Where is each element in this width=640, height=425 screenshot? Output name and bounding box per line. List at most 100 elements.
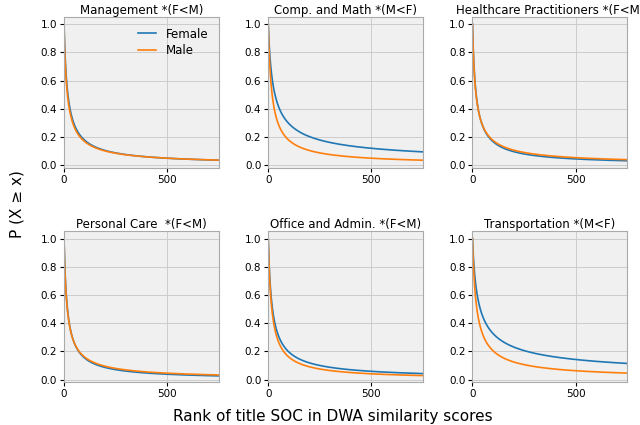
- Male: [619, 371, 627, 376]
- Female: [415, 149, 422, 154]
- Female: [415, 149, 422, 154]
- Female: [335, 142, 343, 147]
- Legend: Female, Male: Female, Male: [134, 23, 213, 62]
- Line: Female: Female: [64, 238, 219, 376]
- Male: [215, 372, 223, 377]
- Male: [468, 236, 476, 241]
- Male: [215, 158, 223, 163]
- Male: [540, 366, 547, 371]
- Female: [386, 147, 394, 153]
- Title: Office and Admin. *(F<M): Office and Admin. *(F<M): [270, 218, 421, 232]
- Female: [415, 371, 422, 376]
- Male: [591, 369, 598, 374]
- Male: [131, 153, 139, 159]
- Title: Transportation *(M<F): Transportation *(M<F): [484, 218, 616, 232]
- Line: Male: Male: [64, 24, 219, 160]
- Male: [419, 373, 427, 378]
- Male: [591, 156, 598, 161]
- Female: [60, 236, 68, 241]
- Female: [419, 371, 427, 376]
- Female: [211, 158, 218, 163]
- Male: [419, 158, 427, 163]
- Male: [619, 371, 627, 376]
- Line: Female: Female: [64, 24, 219, 160]
- Male: [540, 153, 547, 158]
- Male: [211, 157, 218, 162]
- Line: Female: Female: [268, 238, 423, 374]
- Male: [386, 156, 394, 162]
- Title: Comp. and Math *(M<F): Comp. and Math *(M<F): [274, 4, 417, 17]
- Line: Male: Male: [472, 24, 627, 160]
- Male: [68, 118, 76, 123]
- Text: P (X ≥ x): P (X ≥ x): [10, 170, 24, 238]
- Male: [211, 372, 218, 377]
- Male: [136, 154, 143, 159]
- Male: [468, 22, 476, 27]
- Female: [623, 361, 631, 366]
- Female: [340, 366, 348, 371]
- Male: [544, 366, 552, 371]
- Female: [619, 361, 627, 366]
- Female: [340, 142, 348, 147]
- Male: [544, 153, 552, 158]
- Male: [182, 156, 189, 162]
- Male: [619, 157, 627, 162]
- Female: [215, 373, 223, 378]
- Female: [415, 371, 422, 376]
- Male: [619, 157, 627, 162]
- Male: [272, 115, 280, 120]
- Male: [131, 368, 139, 374]
- Male: [60, 236, 68, 241]
- Male: [211, 372, 218, 377]
- Male: [335, 369, 343, 374]
- Title: Healthcare Practitioners *(F<M): Healthcare Practitioners *(F<M): [456, 4, 640, 17]
- Female: [272, 96, 280, 102]
- Female: [211, 373, 218, 378]
- Text: Rank of title SOC in DWA similarity scores: Rank of title SOC in DWA similarity scor…: [173, 409, 493, 424]
- Female: [60, 22, 68, 27]
- Male: [264, 22, 272, 27]
- Male: [415, 158, 422, 163]
- Line: Female: Female: [268, 24, 423, 152]
- Male: [264, 236, 272, 241]
- Female: [136, 153, 143, 159]
- Female: [182, 372, 189, 377]
- Male: [415, 373, 422, 378]
- Male: [60, 22, 68, 27]
- Male: [136, 369, 143, 374]
- Female: [68, 115, 76, 120]
- Female: [419, 149, 427, 154]
- Female: [619, 158, 627, 163]
- Female: [477, 116, 484, 122]
- Male: [386, 372, 394, 377]
- Male: [415, 158, 422, 163]
- Female: [131, 370, 139, 375]
- Female: [540, 353, 547, 358]
- Male: [477, 116, 484, 122]
- Female: [619, 158, 627, 163]
- Male: [182, 371, 189, 377]
- Female: [136, 370, 143, 375]
- Female: [68, 333, 76, 338]
- Male: [211, 157, 218, 162]
- Female: [591, 157, 598, 162]
- Line: Male: Male: [64, 238, 219, 375]
- Line: Male: Male: [472, 238, 627, 373]
- Female: [215, 158, 223, 163]
- Male: [335, 153, 343, 158]
- Female: [264, 22, 272, 27]
- Female: [468, 236, 476, 241]
- Female: [272, 326, 280, 331]
- Title: Personal Care  *(F<M): Personal Care *(F<M): [76, 218, 207, 232]
- Female: [591, 359, 598, 364]
- Female: [386, 370, 394, 375]
- Title: Management *(F<M): Management *(F<M): [79, 4, 203, 17]
- Male: [340, 369, 348, 374]
- Female: [264, 236, 272, 241]
- Male: [623, 371, 631, 376]
- Female: [335, 366, 343, 371]
- Female: [468, 22, 476, 27]
- Male: [623, 157, 631, 162]
- Female: [544, 353, 552, 358]
- Line: Male: Male: [268, 24, 423, 160]
